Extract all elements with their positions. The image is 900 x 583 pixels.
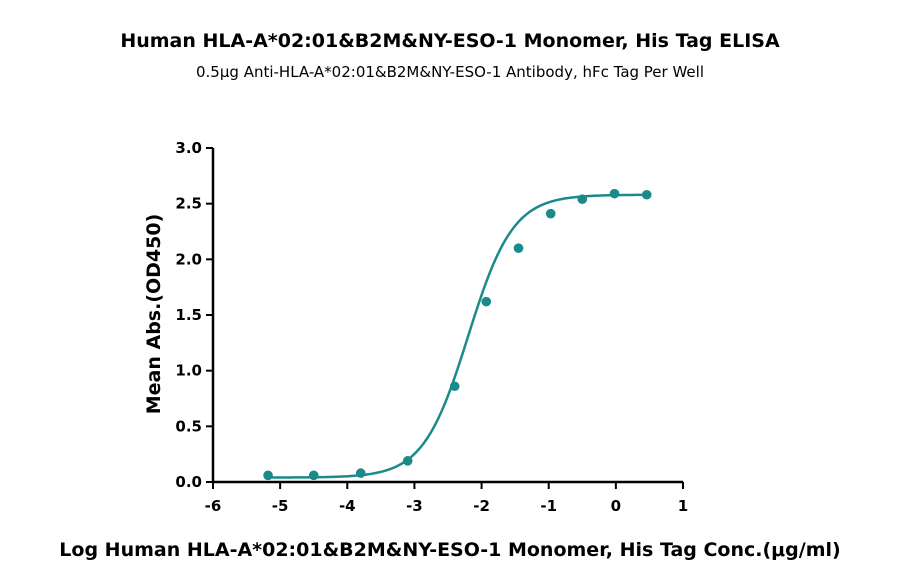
data-point [449, 381, 460, 392]
data-point [513, 243, 524, 253]
x-tick-label: -5 [272, 497, 289, 515]
data-point [577, 194, 588, 205]
x-tick-label: -6 [205, 497, 222, 515]
data-point [402, 456, 413, 466]
x-tick-label: -4 [339, 497, 356, 515]
x-tick-label: -1 [540, 497, 557, 515]
data-point [308, 470, 319, 481]
fit-curve-layer [268, 193, 647, 479]
chart-subtitle: 0.5μg Anti-HLA-A*02:01&B2M&NY-ESO-1 Anti… [196, 63, 704, 81]
axes: -6 -5 -4 -3 -2 -1 0 1 0.0 0.5 1.0 1.5 2.0 2.5 3.0 [175, 139, 688, 515]
data-points-layer [263, 188, 652, 481]
data-point [609, 188, 620, 199]
y-tick-label: 1.0 [175, 362, 202, 380]
chart-title: Human HLA-A*02:01&B2M&NY-ESO-1 Monomer, … [120, 30, 780, 52]
y-axis-label: Mean Abs.(OD450) [143, 214, 165, 415]
y-tick-label: 2.0 [175, 250, 202, 268]
x-tick-label: -3 [406, 497, 423, 515]
y-tick-label: 0.5 [175, 417, 202, 435]
data-point [481, 296, 492, 307]
data-point [641, 189, 652, 200]
data-point [355, 468, 366, 478]
y-tick-label: 3.0 [175, 139, 202, 157]
x-tick-label: 1 [678, 497, 688, 515]
x-axis-label: Log Human HLA-A*02:01&B2M&NY-ESO-1 Monom… [59, 539, 840, 561]
x-tick-label: 0 [611, 497, 621, 515]
data-point [263, 470, 273, 481]
y-tick-label: 2.5 [175, 195, 202, 213]
y-tick-label: 1.5 [175, 306, 202, 324]
y-tick-label: 0.0 [175, 473, 202, 491]
x-tick-label: -2 [473, 497, 490, 515]
fit-curve [268, 193, 647, 479]
data-point [545, 208, 556, 219]
